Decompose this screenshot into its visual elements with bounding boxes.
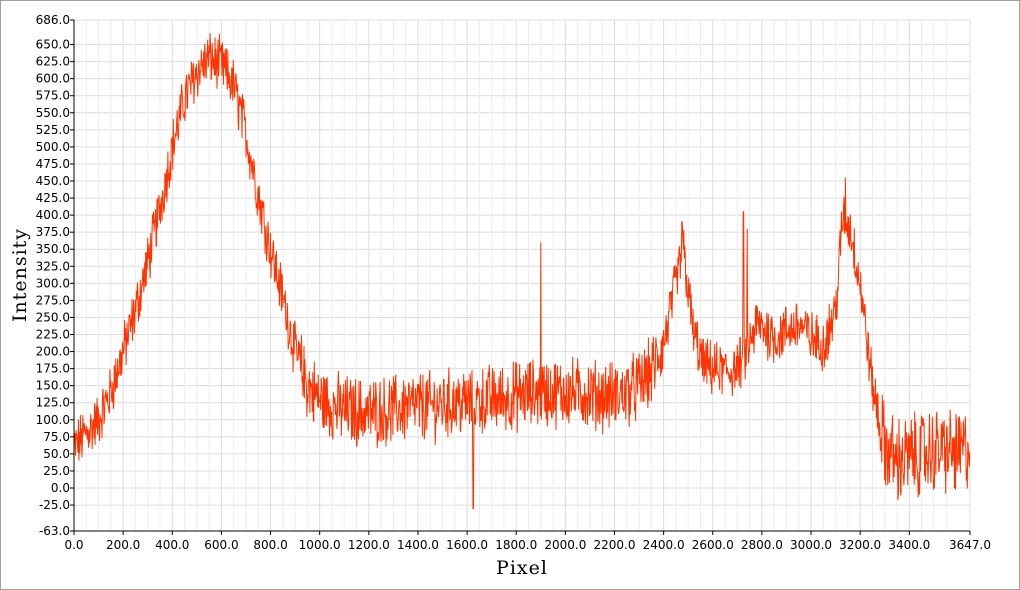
y-tick-label: 150.0	[36, 379, 70, 393]
y-tick-label: 550.0	[36, 106, 70, 120]
y-tick-label: 500.0	[36, 140, 70, 154]
x-tick-label: 1400.0	[397, 538, 439, 552]
x-tick-label: 3400.0	[888, 538, 930, 552]
x-tick-label: 2600.0	[692, 538, 734, 552]
x-tick-label: 1200.0	[348, 538, 390, 552]
x-axis-ticks: 0.0 200.0 400.0 600.0 800.0 1000.0 1200.0 1400.…	[64, 531, 991, 552]
x-tick-label: 0.0	[64, 538, 83, 552]
y-tick-label: 575.0	[36, 89, 70, 103]
y-tick-label: 375.0	[36, 225, 70, 239]
y-tick-label: 325.0	[36, 259, 70, 273]
y-tick-label: 225.0	[36, 328, 70, 342]
y-tick-label: 0.0	[51, 481, 70, 495]
x-tick-label: 2000.0	[544, 538, 586, 552]
x-tick-label: 3647.0	[949, 538, 991, 552]
x-tick-label: 1000.0	[299, 538, 341, 552]
x-tick-label: 600.0	[204, 538, 238, 552]
spectrum-series-line	[73, 32, 971, 509]
x-tick-label: 1600.0	[446, 538, 488, 552]
y-tick-label: 275.0	[36, 293, 70, 307]
y-tick-label: 125.0	[36, 396, 70, 410]
y-tick-label: -63.0	[39, 524, 70, 538]
y-tick-label: 450.0	[36, 174, 70, 188]
x-tick-label: 2200.0	[593, 538, 635, 552]
x-tick-label: 200.0	[106, 538, 140, 552]
x-tick-label: 3000.0	[790, 538, 832, 552]
x-tick-label: 2400.0	[643, 538, 685, 552]
y-tick-label: 175.0	[36, 362, 70, 376]
y-tick-label: 400.0	[36, 208, 70, 222]
x-axis-title: Pixel	[496, 557, 548, 579]
y-tick-label: 686.0	[36, 13, 70, 27]
x-tick-label: 400.0	[155, 538, 189, 552]
y-tick-label: 625.0	[36, 55, 70, 69]
y-tick-label: 600.0	[36, 72, 70, 86]
y-tick-label: 200.0	[36, 345, 70, 359]
x-tick-label: 3200.0	[839, 538, 881, 552]
y-tick-label: 425.0	[36, 191, 70, 205]
y-tick-label: 475.0	[36, 157, 70, 171]
y-tick-label: 650.0	[36, 38, 70, 52]
y-tick-label: -25.0	[39, 498, 70, 512]
x-tick-label: 1800.0	[495, 538, 537, 552]
x-tick-label: 2800.0	[741, 538, 783, 552]
y-tick-label: 525.0	[36, 123, 70, 137]
y-tick-label: 300.0	[36, 276, 70, 290]
y-axis-ticks: 686.0 650.0 625.0 600.0 575.0 550.0 525.0 500.0…	[36, 13, 74, 538]
y-tick-label: 75.0	[43, 430, 70, 444]
y-tick-label: 100.0	[36, 413, 70, 427]
grid-lines	[73, 19, 971, 532]
y-tick-label: 250.0	[36, 310, 70, 324]
y-tick-label: 50.0	[43, 447, 70, 461]
y-tick-label: 25.0	[43, 464, 70, 478]
series-layer	[73, 32, 971, 509]
y-tick-label: 350.0	[36, 242, 70, 256]
x-tick-label: 800.0	[253, 538, 287, 552]
y-axis-title: Intensity	[9, 228, 31, 322]
